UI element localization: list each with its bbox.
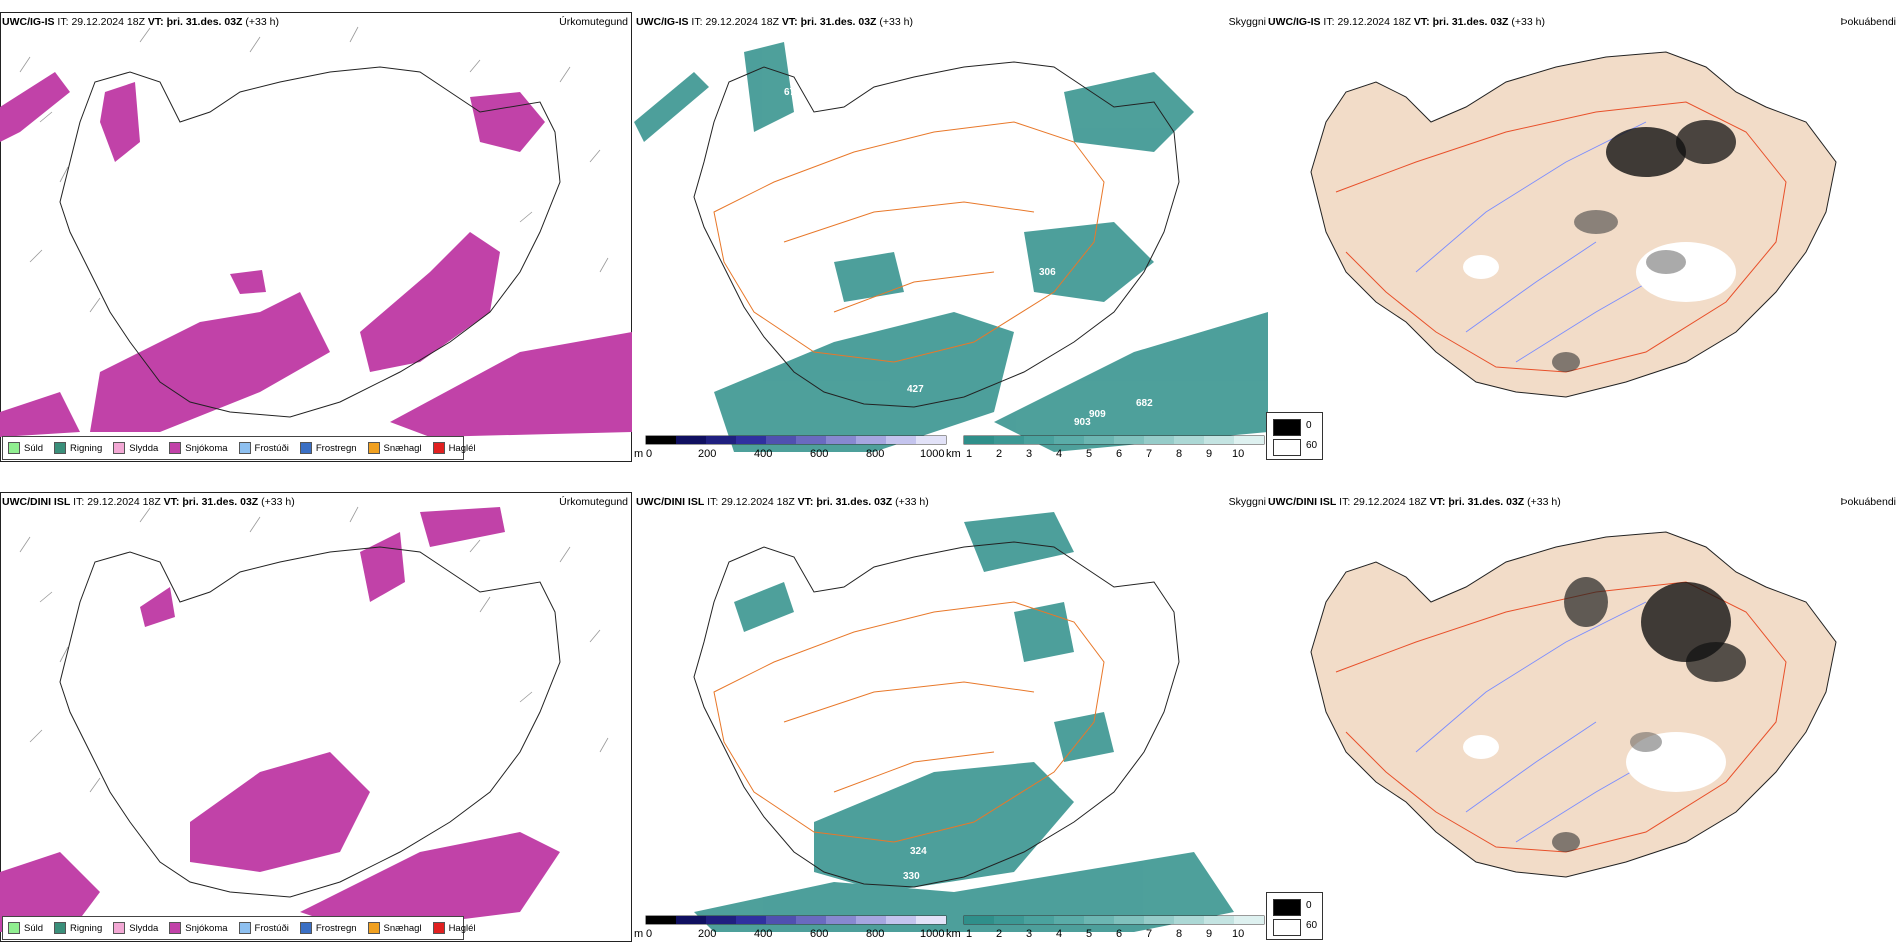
iceland-outline: [693, 61, 1180, 408]
panel-header: UWC/DINI ISL IT: 29.12.2024 18Z VT: þri.…: [1268, 496, 1561, 508]
legend-swatch: [299, 442, 312, 454]
legend-swatch: [367, 922, 380, 934]
road-network: [713, 121, 1105, 363]
legend-swatch: [113, 922, 126, 934]
map-label: 798: [1058, 780, 1075, 791]
legend-swatch: [169, 442, 182, 454]
visibility-colorbar: [963, 915, 1265, 925]
visibility-panel-row2: 798 324 330 UWC/DINI ISL IT: 29.12.2024 …: [634, 492, 1268, 942]
map-value-labels: 798 324 330: [903, 780, 1075, 882]
precip-legend: Súld Rigning Slydda Snjókoma Frostúði Fr…: [2, 436, 476, 460]
map-label: 330: [903, 871, 920, 882]
low-visibility-area: [694, 512, 1234, 932]
map-label: 324: [910, 846, 927, 857]
legend-swatch: [8, 922, 20, 934]
legend-swatch: [169, 922, 182, 934]
legend-swatch: [238, 442, 251, 454]
iceland-land: [1310, 51, 1837, 398]
map-value-labels: 676 306 544 427 909 903 682: [784, 87, 1153, 428]
legend-swatch: [367, 442, 380, 454]
precip-type-panel-row2: UWC/DINI ISL IT: 29.12.2024 18Z VT: þri.…: [0, 492, 632, 942]
precip-type-map: [0, 492, 632, 942]
fog-index-map: [1310, 531, 1837, 878]
map-label: 544: [1064, 299, 1081, 310]
low-visibility-area: [634, 42, 1268, 452]
map-label: 682: [1136, 398, 1153, 409]
wind-barbs: [19, 506, 609, 793]
fog-index-map: [1310, 51, 1837, 398]
map-label: 903: [1074, 417, 1091, 428]
fog-legend-swatch: [1273, 919, 1301, 936]
iceland-outline: [59, 546, 561, 898]
legend-swatch: [54, 442, 67, 454]
panel-header: UWC/IG-IS IT: 29.12.2024 18Z VT: þri. 31…: [636, 16, 913, 28]
fog-legend-swatch: [1273, 899, 1301, 916]
legend-swatch: [8, 442, 20, 454]
map-label: 427: [907, 384, 924, 395]
legend-swatch: [238, 922, 251, 934]
panel-header: UWC/DINI ISL IT: 29.12.2024 18Z VT: þri.…: [2, 496, 295, 508]
panel-title: Skyggni: [1228, 16, 1266, 28]
visibility-panel-row1: 676 306 544 427 909 903 682 UWC/IG-IS IT…: [634, 12, 1268, 462]
legend-swatch: [432, 442, 445, 454]
precip-legend: Súld Rigning Slydda Snjókoma Frostúði Fr…: [2, 916, 476, 940]
fog-legend-swatch: [1273, 419, 1301, 436]
panel-title: Skyggni: [1228, 496, 1266, 508]
panel-title: Þokuábendi: [1840, 16, 1896, 28]
road-network: [1335, 581, 1787, 853]
fog-patches: [1463, 577, 1746, 852]
fog-patches: [1463, 120, 1736, 372]
visibility-map: 676 306 544 427 909 903 682: [634, 42, 1268, 452]
iceland-outline: [59, 66, 561, 418]
fog-legend: 0 60: [1266, 892, 1323, 940]
snow-area: [0, 507, 560, 932]
precip-type-panel-row1: UWC/IG-IS IT: 29.12.2024 18Z VT: þri. 31…: [0, 12, 632, 462]
snow-area: [0, 72, 632, 437]
panel-header: UWC/IG-IS IT: 29.12.2024 18Z VT: þri. 31…: [2, 16, 279, 28]
fog-index-panel-row1: UWC/IG-IS IT: 29.12.2024 18Z VT: þri. 31…: [1266, 12, 1900, 462]
elevation-colorbar: [645, 435, 947, 445]
map-label: 909: [1089, 409, 1106, 420]
legend-swatch: [299, 922, 312, 934]
map-label: 306: [1039, 267, 1056, 278]
legend-swatch: [54, 922, 67, 934]
fog-legend-swatch: [1273, 439, 1301, 456]
fog-index-panel-row2: UWC/DINI ISL IT: 29.12.2024 18Z VT: þri.…: [1266, 492, 1900, 942]
visibility-colorbar: [963, 435, 1265, 445]
elevation-colorbar: [645, 915, 947, 925]
fog-legend: 0 60: [1266, 412, 1323, 460]
panel-title: Þokuábendi: [1840, 496, 1896, 508]
road-network: [1335, 101, 1787, 373]
legend-swatch: [113, 442, 126, 454]
road-network: [713, 601, 1105, 843]
map-label: 676: [784, 87, 801, 98]
panel-header: UWC/DINI ISL IT: 29.12.2024 18Z VT: þri.…: [636, 496, 929, 508]
legend-swatch: [432, 922, 445, 934]
colorbar-labels: m 0 200 400 600 800 1000 km 1 2 3 4 5 6 …: [634, 928, 1245, 940]
panel-title: Úrkomutegund: [559, 16, 628, 28]
visibility-map: 798 324 330: [645, 512, 1265, 932]
precip-type-map: [0, 12, 632, 462]
panel-title: Úrkomutegund: [559, 496, 628, 508]
panel-header: UWC/IG-IS IT: 29.12.2024 18Z VT: þri. 31…: [1268, 16, 1545, 28]
colorbar-labels: m 0 200 400 600 800 1000 km 1 2 3 4 5 6 …: [634, 448, 1245, 460]
iceland-outline: [693, 541, 1180, 888]
